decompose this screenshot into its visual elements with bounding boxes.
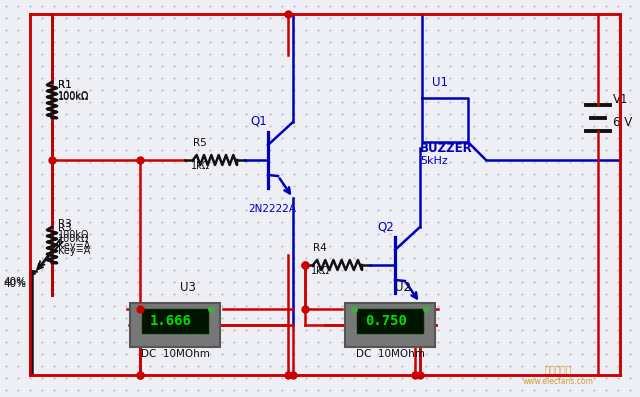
Text: R3: R3	[58, 219, 72, 229]
Text: DC  10MOhm: DC 10MOhm	[356, 349, 424, 359]
Text: 100kΩ: 100kΩ	[58, 91, 90, 101]
FancyBboxPatch shape	[345, 303, 435, 347]
Text: Key=A: Key=A	[58, 246, 90, 256]
Text: 100kΩ: 100kΩ	[58, 234, 90, 244]
Text: 1kΩ: 1kΩ	[311, 266, 330, 276]
FancyBboxPatch shape	[142, 309, 208, 333]
Text: 40%: 40%	[3, 279, 26, 289]
Text: 100kΩ: 100kΩ	[58, 230, 90, 240]
Text: 1.666: 1.666	[150, 314, 192, 328]
Text: R1: R1	[58, 80, 72, 90]
FancyBboxPatch shape	[357, 309, 423, 333]
Text: V1: V1	[613, 93, 628, 106]
Text: U3: U3	[180, 281, 196, 294]
Text: 2N2222A: 2N2222A	[375, 309, 423, 319]
Text: 电子发烧友: 电子发烧友	[545, 366, 572, 375]
Text: U2: U2	[395, 281, 411, 294]
Text: R5: R5	[193, 138, 207, 148]
FancyBboxPatch shape	[130, 303, 220, 347]
Text: R4: R4	[313, 243, 327, 253]
Text: 6 V: 6 V	[613, 116, 632, 129]
Text: R1: R1	[58, 80, 72, 90]
Text: www.elecfans.com: www.elecfans.com	[523, 377, 593, 386]
Text: R3: R3	[58, 223, 72, 233]
Text: 100kΩ: 100kΩ	[58, 92, 90, 102]
Text: Q2: Q2	[377, 220, 394, 233]
Text: Q1: Q1	[250, 115, 267, 128]
Text: 1kΩ: 1kΩ	[191, 161, 210, 171]
Text: 40%: 40%	[3, 277, 26, 287]
Text: BUZZER: BUZZER	[420, 142, 473, 155]
Text: U1: U1	[432, 76, 448, 89]
Text: DC  10MOhm: DC 10MOhm	[141, 349, 209, 359]
Text: 2N2222A: 2N2222A	[248, 204, 296, 214]
Text: 0.750: 0.750	[365, 314, 407, 328]
Text: Key=A: Key=A	[58, 241, 90, 251]
Text: 5kHz: 5kHz	[420, 156, 448, 166]
